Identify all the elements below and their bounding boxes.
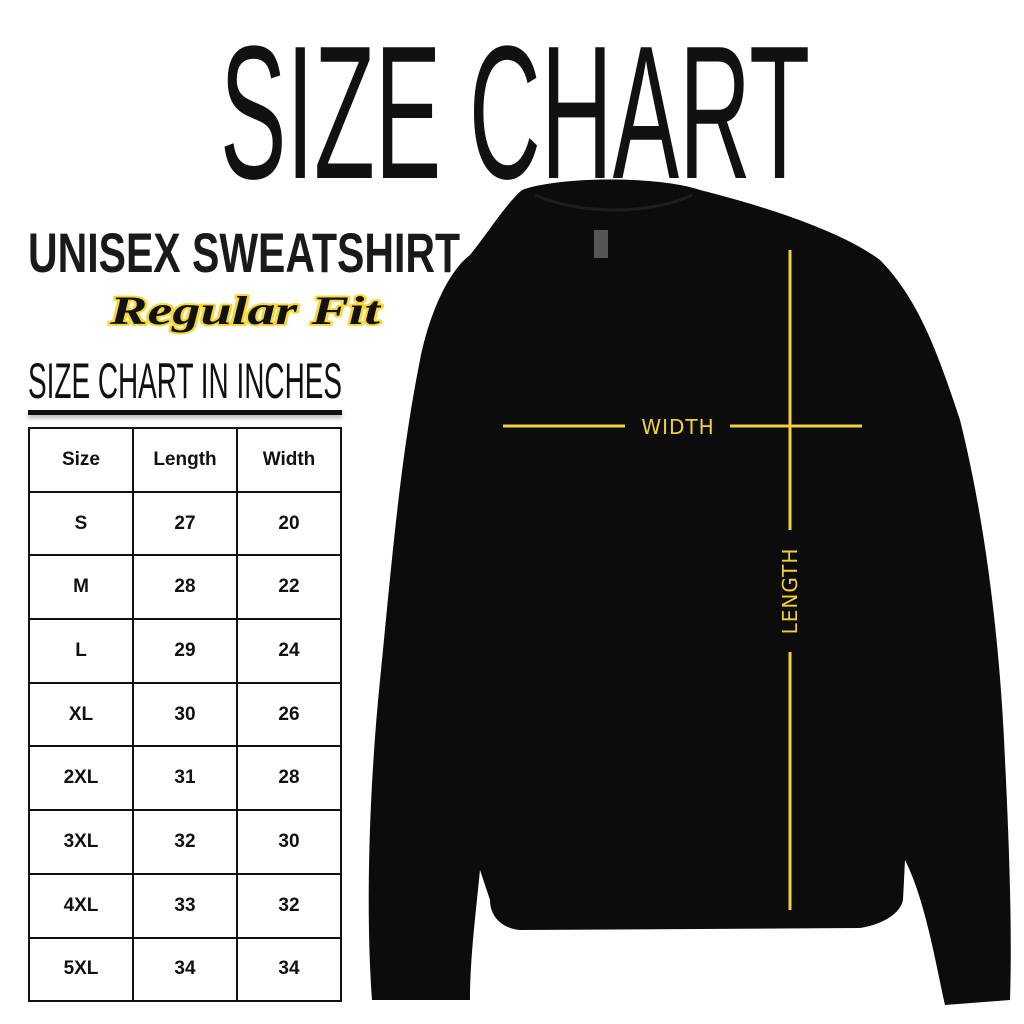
length-cell: 31	[132, 745, 238, 812]
table-row: S 27 20	[28, 490, 342, 557]
table-row: 4XL 33 32	[28, 872, 342, 939]
table-row: XL 30 26	[28, 681, 342, 748]
length-cell: 32	[132, 809, 238, 875]
width-cell: 34	[236, 936, 342, 1003]
width-cell: 30	[236, 809, 342, 875]
header-cell: Width	[236, 427, 342, 493]
width-cell: 28	[236, 745, 342, 812]
product-name: UNISEX SWEATSHIRT	[28, 221, 460, 284]
size-cell: XL	[28, 681, 134, 748]
sweatshirt-body	[368, 179, 1011, 1005]
width-cell: 24	[236, 618, 342, 684]
table-row: 5XL 34 34	[28, 936, 342, 1003]
width-cell: 26	[236, 681, 342, 748]
size-cell: M	[28, 554, 134, 621]
length-label: LENGTH	[778, 548, 802, 635]
length-cell: 28	[132, 554, 238, 621]
size-cell: S	[28, 490, 134, 557]
width-cell: 20	[236, 490, 342, 557]
table-row: 2XL 31 28	[28, 745, 342, 812]
header-cell: Size	[28, 427, 134, 493]
size-cell: L	[28, 618, 134, 684]
length-cell: 29	[132, 618, 238, 684]
subtitle-underline	[28, 410, 342, 415]
neck-collar	[534, 193, 693, 212]
table-header-row: Size Length Width	[28, 427, 342, 493]
size-table: Size Length Width S 27 20 M 28 22 L 29 24 XL 30…	[28, 427, 342, 1003]
table-subtitle: SIZE CHART IN INCHES	[28, 353, 342, 409]
neck-label	[594, 230, 608, 258]
table-row: 3XL 32 30	[28, 809, 342, 875]
length-cell: 33	[132, 872, 238, 939]
fit-label: Regular Fit	[109, 288, 383, 333]
size-cell: 5XL	[28, 936, 134, 1003]
length-cell: 34	[132, 936, 238, 1003]
width-label: WIDTH	[641, 415, 714, 439]
length-cell: 27	[132, 490, 238, 557]
size-cell: 2XL	[28, 745, 134, 812]
table-row: L 29 24	[28, 618, 342, 684]
width-cell: 32	[236, 872, 342, 939]
heading-layer: SIZE CHART UNISEX SWEATSHIRT Regular Fit…	[28, 7, 810, 409]
page-title: SIZE CHART	[220, 7, 810, 219]
header-cell: Length	[132, 427, 238, 493]
size-cell: 4XL	[28, 872, 134, 939]
length-cell: 30	[132, 681, 238, 748]
width-cell: 22	[236, 554, 342, 621]
size-cell: 3XL	[28, 809, 134, 875]
table-row: M 28 22	[28, 554, 342, 621]
